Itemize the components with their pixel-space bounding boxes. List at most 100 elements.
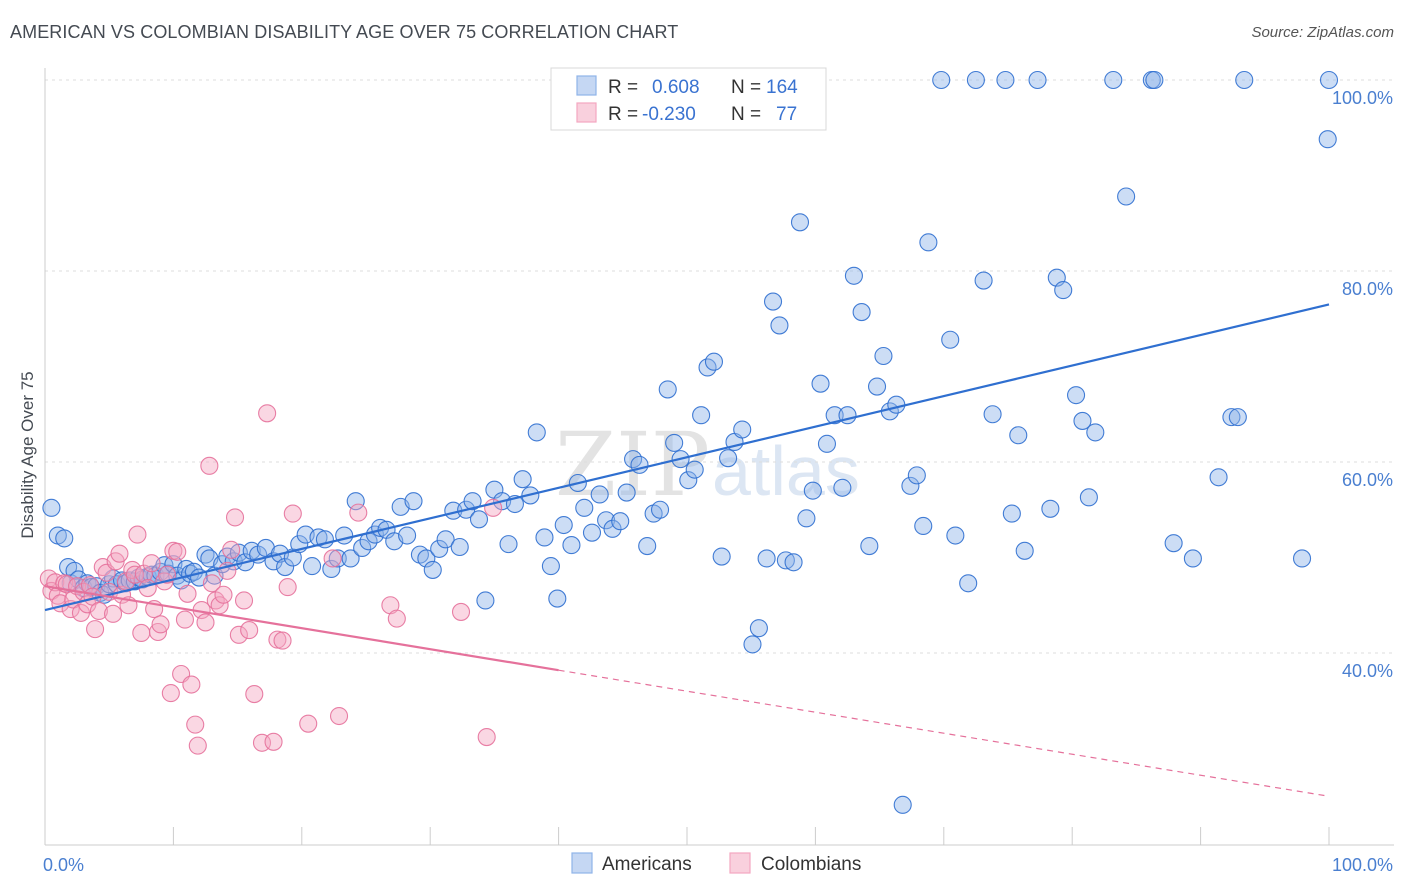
colombians-point-69 (323, 549, 342, 568)
legend-swatch-colombians (576, 102, 597, 123)
americans-point-175 (1319, 70, 1339, 90)
trend-lines (44, 303, 1330, 797)
top-legend: R = 0.608 N = 164 R = -0.230 N = 77 (550, 67, 827, 131)
colombians-point-73 (387, 609, 406, 628)
colombians-point-65 (273, 631, 292, 650)
top-legend-box (550, 67, 827, 131)
americans-point-122 (776, 551, 795, 570)
bottom-legend-swatch-colombians (729, 852, 751, 874)
americans-point-166 (1145, 70, 1164, 90)
colombians-point-30 (134, 564, 153, 583)
americans-point-163 (1104, 70, 1123, 90)
bottom-legend: Americans Colombians (571, 852, 861, 875)
americans-point-141 (907, 466, 926, 485)
americans-point-170 (1222, 408, 1241, 427)
colombians-point-29 (132, 623, 151, 642)
y-tick-label-60: 60.0% (1342, 470, 1393, 490)
legend-n-colombians: 77 (776, 104, 797, 125)
americans-point-77 (463, 492, 482, 511)
americans-point-95 (590, 485, 609, 504)
colombians-point-57 (229, 625, 248, 644)
legend-n-label-colombians: N = (731, 104, 761, 125)
americans-point-133 (852, 303, 871, 322)
colombians-point-49 (200, 456, 219, 475)
americans-point-97 (603, 519, 622, 538)
americans-point-147 (959, 574, 978, 593)
americans-point-56 (328, 549, 347, 568)
colombians-point-45 (186, 715, 205, 734)
americans-point-116 (733, 420, 752, 439)
americans-point-162 (1086, 423, 1105, 442)
legend-r-colombians: -0.230 (642, 104, 696, 125)
americans-point-59 (346, 492, 365, 511)
americans-point-109 (685, 460, 704, 479)
colombians-point-40 (168, 542, 187, 561)
americans-point-169 (1209, 468, 1228, 487)
americans-point-155 (1028, 70, 1047, 90)
colombians-point-50 (202, 574, 221, 593)
legend-n-americans: 164 (766, 77, 798, 98)
colombians-point-56 (225, 508, 245, 527)
colombians-point-58 (234, 591, 254, 610)
americans-point-146 (946, 526, 965, 545)
americans-point-134 (860, 536, 879, 556)
americans-point-167 (1164, 534, 1183, 553)
colombians-point-28 (128, 525, 147, 544)
legend-r-americans: 0.608 (652, 77, 700, 98)
americans-point-168 (1183, 549, 1202, 568)
americans-point-90 (554, 515, 573, 535)
americans-point-68 (404, 492, 423, 511)
y-tick-label-40: 40.0% (1342, 661, 1393, 681)
colombians-point-67 (283, 504, 302, 523)
legend-r-label-colombians: R = (608, 104, 638, 125)
colombians-point-20 (104, 604, 123, 623)
americans-point-108 (679, 471, 698, 490)
x-tick-label-max: 100.0% (1332, 855, 1393, 875)
americans-point-150 (983, 405, 1002, 424)
y-tick-labels: 40.0% 60.0% 80.0% 100.0% (1332, 88, 1393, 681)
americans-point-172 (1235, 70, 1254, 90)
colombians-point-44 (182, 675, 201, 694)
colombians-point-38 (161, 684, 180, 703)
americans-point-164 (1117, 187, 1136, 206)
americans-point-142 (914, 516, 933, 536)
colombians-point-63 (264, 732, 283, 751)
colombians-trend-line-extrapolated (558, 669, 1330, 797)
americans-point-106 (665, 433, 684, 452)
americans-trend-line (44, 303, 1330, 612)
colombians-point-68 (299, 714, 318, 733)
colombians-points (39, 404, 503, 755)
americans-point-136 (874, 346, 893, 366)
americans-point-128 (817, 434, 837, 453)
americans-point-110 (692, 406, 711, 425)
colombians-point-42 (175, 610, 195, 629)
bottom-legend-label-colombians: Colombians (761, 854, 861, 875)
legend-n-label-americans: N = (731, 77, 761, 98)
americans-point-144 (932, 70, 951, 90)
colombians-point-62 (258, 404, 277, 423)
americans-point-127 (811, 374, 830, 393)
americans-point-89 (548, 589, 567, 608)
americans-point-67 (398, 526, 417, 545)
americans-point-143 (919, 233, 938, 252)
americans-point-105 (658, 380, 677, 399)
colombians-point-53 (214, 585, 233, 604)
americans-point-60 (353, 538, 372, 558)
colombians-point-71 (349, 503, 368, 522)
chart-source: Source: ZipAtlas.com (1251, 24, 1394, 41)
y-tick-label-100: 100.0% (1332, 88, 1393, 108)
americans-point-52 (303, 557, 322, 576)
colombians-point-43 (178, 584, 197, 603)
y-tick-label-80: 80.0% (1342, 279, 1393, 299)
americans-point-72 (430, 539, 449, 558)
americans-point-121 (770, 316, 789, 335)
americans-point-125 (797, 509, 816, 528)
americans-point-123 (784, 553, 803, 572)
colombians-point-70 (329, 706, 349, 726)
y-axis-title: Disability Age Over 75 (18, 371, 37, 538)
americans-point-48 (276, 557, 295, 577)
colombians-point-48 (196, 613, 215, 632)
colombians-trend-line (44, 585, 559, 672)
legend-r-label-americans: R = (608, 77, 638, 98)
